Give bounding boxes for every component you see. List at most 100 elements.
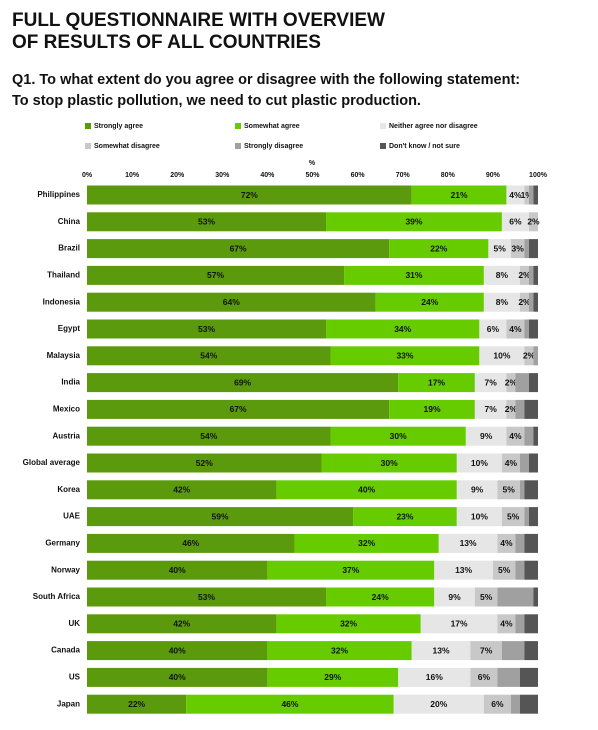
- data-label: 67%: [230, 404, 247, 414]
- bar-segment: [420, 614, 498, 634]
- legend-label: Neither agree nor disagree: [389, 123, 478, 130]
- bar-segment: [524, 560, 538, 580]
- bar-segment: [506, 426, 525, 446]
- legend-label: Somewhat agree: [244, 123, 300, 130]
- data-label: 19%: [424, 404, 441, 414]
- data-label: 33%: [396, 351, 413, 361]
- data-label: 54%: [200, 351, 217, 361]
- data-label: 10%: [493, 351, 510, 361]
- data-label: 4%: [500, 538, 513, 548]
- bar-segment: [87, 346, 331, 366]
- bar-segment: [344, 265, 484, 285]
- data-label: 57%: [207, 270, 224, 280]
- bar-segment: [276, 614, 421, 634]
- bar-segment: [267, 667, 399, 687]
- legend-marker: [235, 123, 241, 129]
- legend-label: Somewhat disagree: [94, 143, 160, 150]
- data-label: 2%: [505, 404, 518, 414]
- data-label: 32%: [340, 619, 357, 629]
- bar-segment: [497, 667, 520, 687]
- y-tick-label: Japan: [57, 699, 80, 708]
- bar-segment: [474, 399, 507, 419]
- bar-segment: [510, 239, 525, 259]
- data-label: 67%: [230, 243, 247, 253]
- data-label: 40%: [358, 485, 375, 495]
- y-tick-label: US: [69, 673, 81, 682]
- data-label: 22%: [430, 243, 447, 253]
- data-label: 9%: [480, 431, 493, 441]
- data-label: 5%: [503, 485, 516, 495]
- legend-label: Strongly agree: [94, 123, 143, 130]
- data-label: 30%: [390, 431, 407, 441]
- bar-segment: [515, 614, 525, 634]
- bar-segment: [515, 560, 525, 580]
- x-tick-label: 60%: [351, 172, 366, 179]
- bar-segment: [519, 667, 538, 687]
- bar-segment: [524, 399, 538, 419]
- bar-segment: [87, 667, 268, 687]
- data-label: 7%: [484, 377, 497, 387]
- x-tick-label: 40%: [260, 172, 275, 179]
- bar-segment: [528, 265, 534, 285]
- x-tick-label: 30%: [215, 172, 230, 179]
- bar-segment: [87, 587, 327, 607]
- x-tick-label: 100%: [529, 172, 548, 179]
- bar-segment: [501, 453, 520, 473]
- y-tick-label: Korea: [57, 485, 80, 494]
- bar-segment: [519, 694, 538, 714]
- bar-segment: [87, 212, 327, 232]
- y-tick-label: UK: [68, 619, 80, 628]
- legend-label: Strongly disagree: [244, 143, 303, 150]
- y-tick-label: Mexico: [53, 405, 80, 414]
- bar-segment: [434, 560, 493, 580]
- bar-segment: [87, 560, 268, 580]
- bar-segment: [465, 426, 507, 446]
- bar-segment: [501, 507, 525, 527]
- bar-segment: [533, 587, 538, 607]
- bar-segment: [87, 641, 268, 661]
- data-label: 2%: [527, 217, 540, 227]
- data-label: 4%: [505, 458, 518, 468]
- data-label: 69%: [234, 377, 251, 387]
- y-tick-label: Egypt: [58, 324, 81, 333]
- bar-segment: [321, 453, 457, 473]
- data-label: 72%: [241, 190, 258, 200]
- data-label: 5%: [498, 565, 511, 575]
- x-tick-label: 10%: [125, 172, 140, 179]
- bar-segment: [330, 346, 480, 366]
- data-label: 30%: [381, 458, 398, 468]
- chart-title: OF RESULTS OF ALL COUNTRIES: [12, 32, 321, 53]
- bar-segment: [456, 453, 502, 473]
- data-label: 39%: [405, 217, 422, 227]
- legend-marker: [380, 123, 386, 129]
- bar-segment: [483, 292, 520, 312]
- bar-segment: [497, 480, 520, 500]
- data-label: 20%: [430, 699, 447, 709]
- bar-segment: [479, 319, 507, 339]
- bar-segment: [326, 587, 435, 607]
- bar-segment: [515, 533, 525, 553]
- data-label: 9%: [448, 592, 461, 602]
- data-label: 29%: [324, 672, 341, 682]
- bar-segment: [87, 399, 390, 419]
- data-label: 6%: [491, 699, 504, 709]
- bar-segment: [515, 373, 529, 393]
- data-label: 5%: [480, 592, 493, 602]
- bar-segment: [186, 694, 394, 714]
- y-tick-label: Canada: [51, 646, 80, 655]
- data-label: 5%: [494, 243, 507, 253]
- x-tick-label: 20%: [170, 172, 185, 179]
- y-tick-label: Philippines: [37, 190, 80, 199]
- bar-segment: [524, 614, 538, 634]
- data-label: 5%: [507, 511, 520, 521]
- bar-segment: [389, 239, 489, 259]
- y-tick-label: Norway: [51, 565, 80, 574]
- bar-segment: [411, 641, 471, 661]
- bar-segment: [87, 480, 277, 500]
- x-tick-label: 90%: [486, 172, 501, 179]
- bar-segment: [87, 185, 412, 205]
- bar-segment: [456, 480, 498, 500]
- data-label: 9%: [471, 485, 484, 495]
- data-label: 64%: [223, 297, 240, 307]
